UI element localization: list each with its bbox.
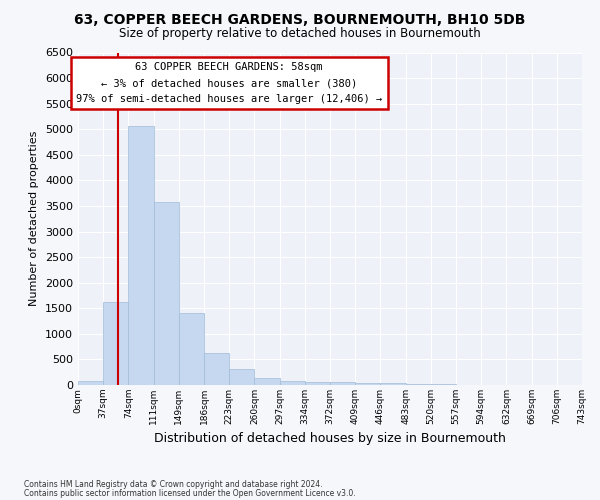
Text: Contains HM Land Registry data © Crown copyright and database right 2024.: Contains HM Land Registry data © Crown c… bbox=[24, 480, 323, 489]
Bar bbox=[154, 202, 179, 385]
X-axis label: Distribution of detached houses by size in Bournemouth: Distribution of detached houses by size … bbox=[154, 432, 506, 446]
Bar bbox=[431, 384, 456, 385]
Bar bbox=[254, 378, 280, 385]
Bar bbox=[280, 381, 305, 385]
Bar bbox=[406, 384, 431, 385]
Text: Contains public sector information licensed under the Open Government Licence v3: Contains public sector information licen… bbox=[24, 489, 356, 498]
Bar bbox=[78, 381, 103, 385]
Bar bbox=[380, 384, 406, 385]
Bar bbox=[204, 354, 229, 385]
Bar bbox=[128, 126, 154, 385]
Y-axis label: Number of detached properties: Number of detached properties bbox=[29, 131, 40, 306]
Text: Size of property relative to detached houses in Bournemouth: Size of property relative to detached ho… bbox=[119, 28, 481, 40]
Text: 63, COPPER BEECH GARDENS, BOURNEMOUTH, BH10 5DB: 63, COPPER BEECH GARDENS, BOURNEMOUTH, B… bbox=[74, 12, 526, 26]
Bar bbox=[305, 382, 330, 385]
Bar bbox=[330, 382, 355, 385]
Text: 63 COPPER BEECH GARDENS: 58sqm
← 3% of detached houses are smaller (380)
97% of : 63 COPPER BEECH GARDENS: 58sqm ← 3% of d… bbox=[76, 62, 382, 104]
Bar bbox=[229, 370, 254, 385]
Bar bbox=[103, 302, 128, 385]
Bar bbox=[179, 314, 204, 385]
Bar bbox=[355, 383, 380, 385]
